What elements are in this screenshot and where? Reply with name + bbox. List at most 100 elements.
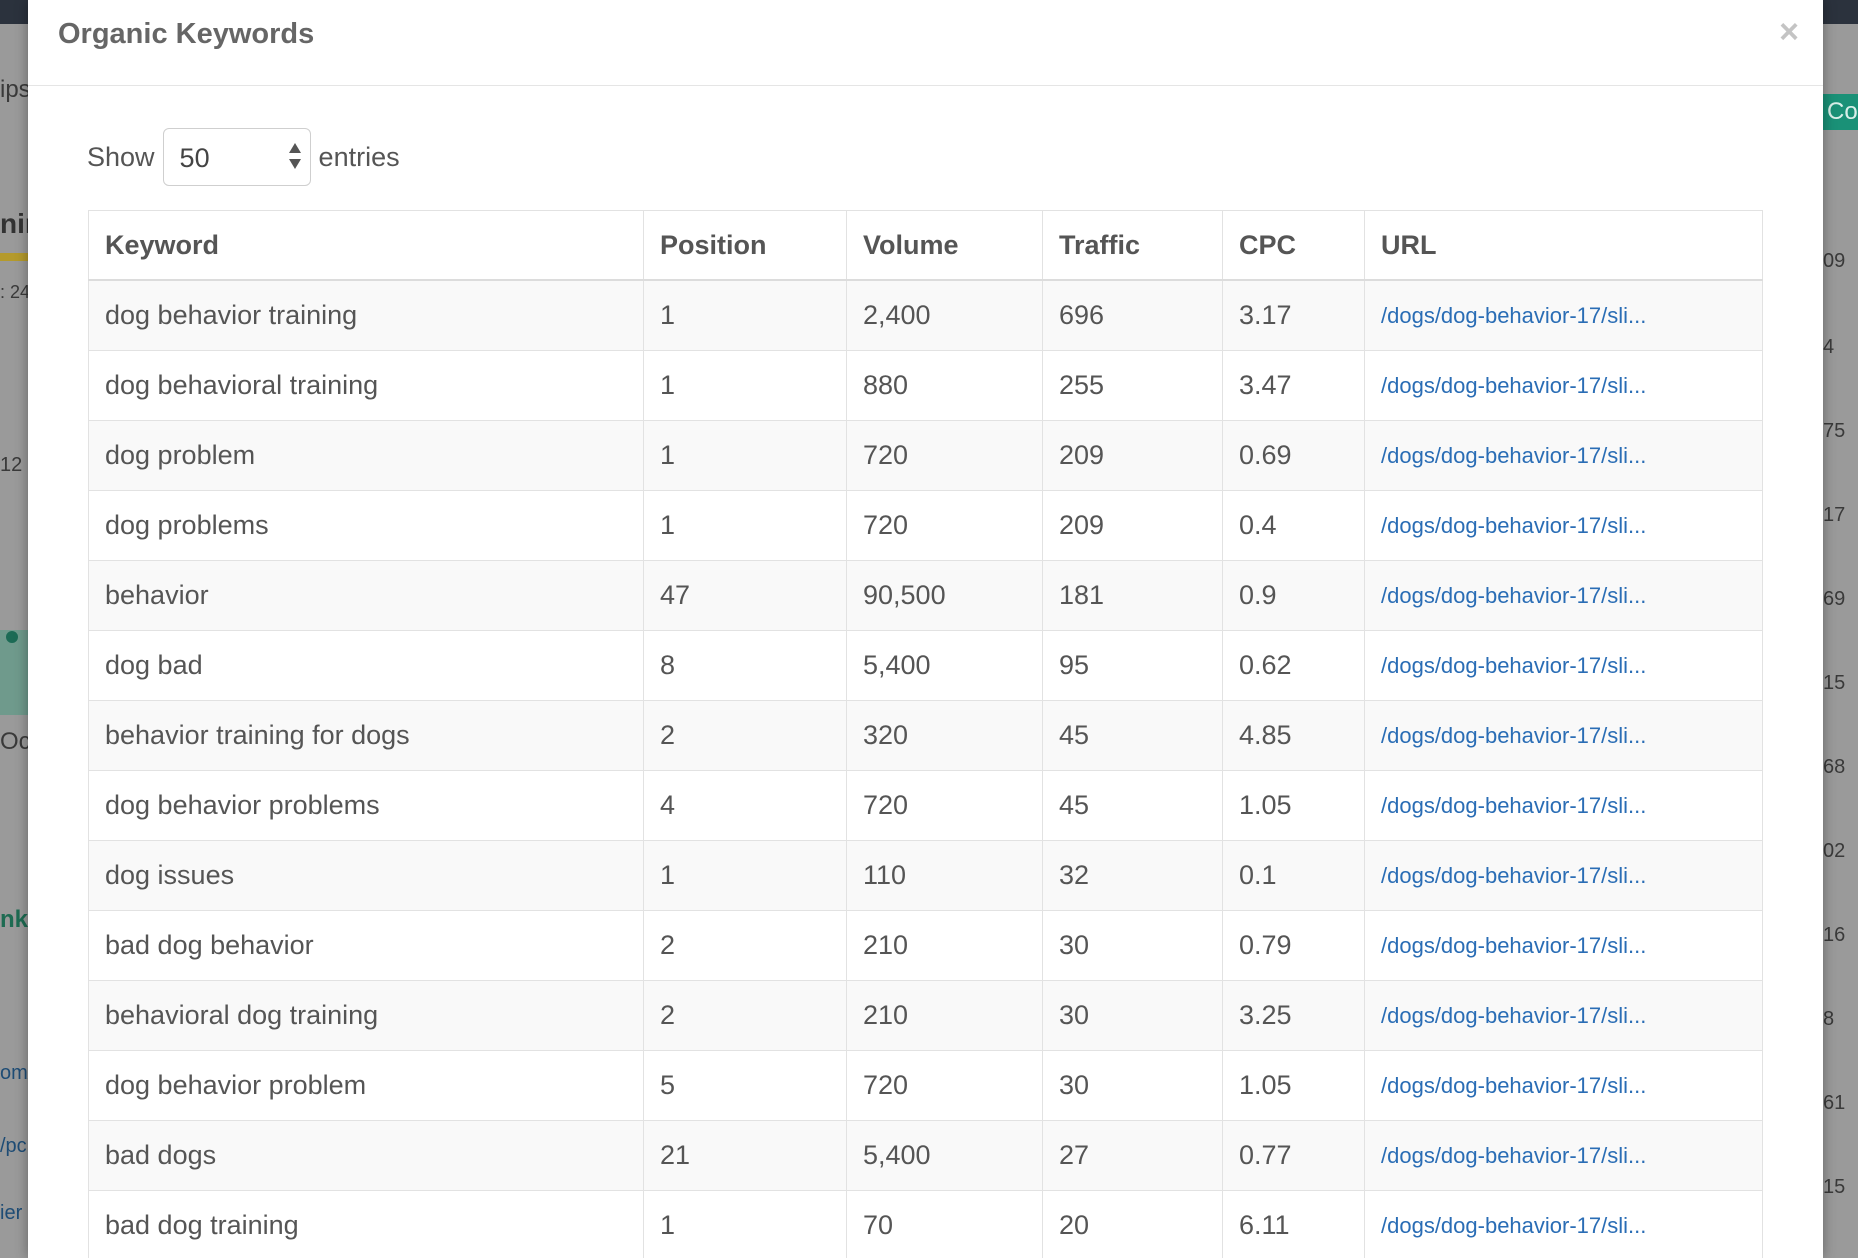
table-row: dog bad 8 5,400 95 0.62/dogs/dog-behavior-17… (88, 630, 1763, 701)
cell-volume: 110 (846, 840, 1043, 911)
background-link: /pc (0, 1135, 27, 1157)
table-row: behavioral dog training 2 210 30 3.25/dogs/d… (88, 980, 1763, 1051)
entries-label: entries (318, 141, 400, 172)
table-row: dog behavior problem 5 720 30 1.05/dogs/dog-… (88, 1050, 1763, 1121)
cell-traffic: 20 (1042, 1190, 1223, 1258)
url-link[interactable]: /dogs/dog-behavior-17/sli... (1364, 490, 1763, 561)
cell-keyword: dog behavioral training (88, 350, 644, 421)
table-row: dog behavior training 1 2,400 696 3.17/dogs/… (88, 279, 1763, 351)
background-text: 69 (1823, 588, 1846, 610)
column-header-position[interactable]: Position (643, 210, 847, 281)
cell-position: 2 (643, 700, 847, 771)
cell-traffic: 696 (1042, 279, 1223, 351)
table-row: behavior 47 90,500 181 0.9/dogs/dog-behavior… (88, 560, 1763, 631)
entries-length-control: Show 50 entries (87, 128, 400, 186)
table-row: dog problems 1 720 209 0.4/dogs/dog-behavior… (88, 490, 1763, 561)
cell-cpc: 0.9 (1222, 560, 1365, 631)
background-text: 75 (1823, 420, 1846, 442)
cell-position: 1 (643, 840, 847, 911)
url-link[interactable]: /dogs/dog-behavior-17/sli... (1364, 910, 1763, 981)
table-row: dog behavior problems 4 720 45 1.05/dogs/dog… (88, 770, 1763, 841)
cell-traffic: 32 (1042, 840, 1223, 911)
cell-keyword: dog bad (88, 630, 644, 701)
url-link[interactable]: /dogs/dog-behavior-17/sli... (1364, 770, 1763, 841)
cell-keyword: bad dog behavior (88, 910, 644, 981)
background-text: 68 (1823, 756, 1846, 778)
cell-volume: 210 (846, 910, 1043, 981)
cell-position: 4 (643, 770, 847, 841)
cell-keyword: behavior training for dogs (88, 700, 644, 771)
url-link[interactable]: /dogs/dog-behavior-17/sli... (1364, 630, 1763, 701)
cell-traffic: 45 (1042, 770, 1223, 841)
url-link[interactable]: /dogs/dog-behavior-17/sli... (1364, 980, 1763, 1051)
cell-cpc: 0.1 (1222, 840, 1365, 911)
cell-volume: 210 (846, 980, 1043, 1051)
table-row: dog behavioral training 1 880 255 3.47/dogs/… (88, 350, 1763, 421)
table-row: dog issues 1 110 32 0.1/dogs/dog-behavior-17… (88, 840, 1763, 911)
table-header-row: Keyword Position Volume Traffic CPC URL (88, 210, 1763, 281)
url-link[interactable]: /dogs/dog-behavior-17/sli... (1364, 700, 1763, 771)
url-link[interactable]: /dogs/dog-behavior-17/sli... (1364, 1190, 1763, 1258)
cell-cpc: 0.62 (1222, 630, 1365, 701)
background-chart-fragment (0, 630, 28, 715)
select-arrows-icon (288, 141, 302, 173)
keywords-table-wrapper: Keyword Position Volume Traffic CPC URL … (88, 210, 1763, 1258)
cell-keyword: behavior (88, 560, 644, 631)
cell-volume: 720 (846, 770, 1043, 841)
url-link[interactable]: /dogs/dog-behavior-17/sli... (1364, 840, 1763, 911)
cell-volume: 720 (846, 490, 1043, 561)
background-link: om/ (0, 1062, 28, 1084)
cell-cpc: 0.77 (1222, 1120, 1365, 1191)
column-header-url[interactable]: URL (1364, 210, 1763, 281)
url-link[interactable]: /dogs/dog-behavior-17/sli... (1364, 420, 1763, 491)
column-header-traffic[interactable]: Traffic (1042, 210, 1223, 281)
background-text: : 24 (0, 282, 28, 302)
cell-volume: 70 (846, 1190, 1043, 1258)
cell-volume: 5,400 (846, 630, 1043, 701)
keywords-table: Keyword Position Volume Traffic CPC URL … (88, 210, 1763, 1258)
cell-cpc: 3.17 (1222, 279, 1365, 351)
organic-keywords-modal: Organic Keywords × Show 50 entries (28, 0, 1823, 1258)
table-row: behavior training for dogs 2 320 45 4.85/dog… (88, 700, 1763, 771)
cell-position: 5 (643, 1050, 847, 1121)
close-icon[interactable]: × (1779, 13, 1799, 51)
column-header-cpc[interactable]: CPC (1222, 210, 1365, 281)
url-link[interactable]: /dogs/dog-behavior-17/sli... (1364, 1120, 1763, 1191)
url-link[interactable]: /dogs/dog-behavior-17/sli... (1364, 1050, 1763, 1121)
url-link[interactable]: /dogs/dog-behavior-17/sli... (1364, 560, 1763, 631)
url-link[interactable]: /dogs/dog-behavior-17/sli... (1364, 350, 1763, 421)
column-header-volume[interactable]: Volume (846, 210, 1043, 281)
cell-cpc: 3.25 (1222, 980, 1365, 1051)
cell-position: 1 (643, 420, 847, 491)
cell-keyword: dog behavior problem (88, 1050, 644, 1121)
cell-cpc: 1.05 (1222, 770, 1365, 841)
cell-traffic: 209 (1042, 420, 1223, 491)
cell-traffic: 30 (1042, 980, 1223, 1051)
cell-position: 2 (643, 910, 847, 981)
table-row: bad dogs 21 5,400 27 0.77/dogs/dog-behavior-… (88, 1120, 1763, 1191)
entries-select[interactable]: 50 (162, 128, 311, 186)
background-text: nin (0, 208, 28, 239)
cell-keyword: behavioral dog training (88, 980, 644, 1051)
cell-position: 1 (643, 1190, 847, 1258)
table-row: bad dog behavior 2 210 30 0.79/dogs/dog-beha… (88, 910, 1763, 981)
cell-cpc: 6.11 (1222, 1190, 1365, 1258)
cell-cpc: 0.69 (1222, 420, 1365, 491)
url-link[interactable]: /dogs/dog-behavior-17/sli... (1364, 279, 1763, 351)
background-chart-dot (6, 631, 18, 643)
table-body: dog behavior training 1 2,400 696 3.17/dogs/… (88, 279, 1763, 1258)
show-label: Show (87, 141, 155, 172)
background-text: ips (0, 76, 28, 103)
column-header-keyword[interactable]: Keyword (88, 210, 644, 281)
cell-traffic: 181 (1042, 560, 1223, 631)
background-text: 15 (1823, 672, 1846, 694)
cell-traffic: 209 (1042, 490, 1223, 561)
cell-volume: 5,400 (846, 1120, 1043, 1191)
background-text: 15 (1823, 1176, 1846, 1198)
cell-cpc: 0.79 (1222, 910, 1365, 981)
background-text: Oct (0, 728, 28, 755)
modal-header: Organic Keywords × (28, 0, 1823, 86)
cell-volume: 2,400 (846, 279, 1043, 351)
cell-keyword: dog problems (88, 490, 644, 561)
cell-volume: 880 (846, 350, 1043, 421)
